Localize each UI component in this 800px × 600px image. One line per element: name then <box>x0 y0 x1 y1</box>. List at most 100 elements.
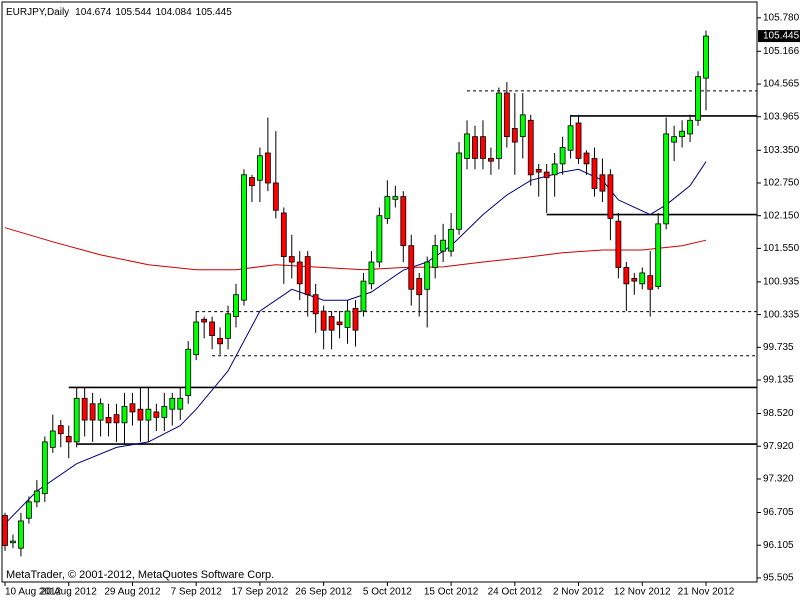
candle-body <box>209 321 216 337</box>
candle-body <box>424 261 431 290</box>
candle-body <box>65 436 72 443</box>
candle-body <box>376 215 383 263</box>
candle-body <box>97 403 104 421</box>
candle-body <box>591 158 598 189</box>
candle-body <box>551 163 558 176</box>
candle-body <box>113 414 120 424</box>
candle-body <box>225 313 231 339</box>
header-low: 104.084 <box>155 7 192 18</box>
candle-body <box>679 130 686 138</box>
candle-body <box>89 403 96 421</box>
x-tick-label: 7 Sep 2012 <box>171 587 223 598</box>
plot-area <box>2 30 757 557</box>
x-tick-label: 10 Aug 2012 <box>5 587 62 598</box>
candle-body <box>129 403 136 413</box>
candle-body <box>2 515 8 546</box>
chart-title: EURJPY,Daily <box>6 7 69 18</box>
candle-body <box>671 136 678 143</box>
y-tick-label: 101.550 <box>763 243 800 254</box>
candle-body <box>448 228 454 252</box>
candle-body <box>647 275 654 290</box>
candle-body <box>392 196 399 200</box>
candle-body <box>615 220 622 268</box>
candle-body <box>328 316 335 331</box>
candle-body <box>153 411 160 418</box>
candle-body <box>105 416 112 424</box>
candle-body <box>480 136 486 159</box>
x-tick-label: 15 Oct 2012 <box>424 587 479 598</box>
y-tick-label: 95.505 <box>763 573 794 584</box>
candle-body <box>687 119 693 135</box>
candle-body <box>49 430 56 448</box>
candle-body <box>193 321 200 356</box>
plot-frame <box>1 1 758 583</box>
header-high: 105.544 <box>115 7 152 18</box>
last-price-label: 105.445 <box>763 31 800 42</box>
y-tick-label: 99.135 <box>763 375 794 386</box>
chart-header: EURJPY,Daily 104.674 105.544 104.084 105.445 <box>6 7 232 18</box>
candle-body <box>264 152 271 184</box>
candle-body <box>599 174 606 192</box>
header-open: 104.674 <box>75 7 112 18</box>
candle-body <box>703 35 709 79</box>
y-tick-label: 96.705 <box>763 507 794 518</box>
candle-body <box>432 245 439 268</box>
footer-text: MetaTrader, © 2001-2012, MetaQuotes Soft… <box>6 569 274 581</box>
candle-body <box>631 277 638 282</box>
candle-body <box>177 397 184 410</box>
candle-body <box>472 136 478 159</box>
candle-body <box>241 174 247 301</box>
candle-body <box>543 171 550 178</box>
candle-body <box>233 294 239 317</box>
candle-body <box>639 272 646 285</box>
y-tick-label: 103.350 <box>763 145 800 156</box>
y-tick-label: 100.935 <box>763 277 800 288</box>
candle-body <box>400 196 407 247</box>
candle-body <box>559 147 566 165</box>
moving-average <box>4 227 707 271</box>
candle-body <box>464 133 470 159</box>
candle-body <box>304 256 311 296</box>
candle-body <box>249 177 255 187</box>
y-tick-label: 99.735 <box>763 342 794 353</box>
header-close: 105.445 <box>196 7 233 18</box>
candle-body <box>368 261 375 285</box>
candle-body <box>360 280 367 312</box>
y-tick-label: 105.780 <box>763 12 800 23</box>
x-tick-label: 2 Nov 2012 <box>553 587 605 598</box>
candle-body <box>607 174 614 219</box>
y-tick-label: 102.150 <box>763 210 800 221</box>
candle-body <box>663 133 670 225</box>
y-tick-label: 97.920 <box>763 441 794 452</box>
candle-body <box>217 337 223 345</box>
candle-body <box>161 406 168 418</box>
candle-body <box>583 152 590 165</box>
y-tick-label: 97.320 <box>763 474 794 485</box>
y-tick-label: 98.520 <box>763 408 794 419</box>
candle-body <box>81 397 88 421</box>
candle-body <box>185 348 192 396</box>
candle-body <box>519 114 526 138</box>
candle-body <box>10 540 16 544</box>
candle-body <box>456 152 462 230</box>
x-tick-label: 21 Nov 2012 <box>678 587 735 598</box>
candle-body <box>73 397 80 443</box>
candle-body <box>336 321 343 326</box>
candle-body <box>33 490 40 503</box>
x-tick-label: 5 Oct 2012 <box>363 587 412 598</box>
y-tick-label: 96.105 <box>763 540 794 551</box>
candle-body <box>312 294 319 315</box>
candle-body <box>296 261 303 285</box>
y-tick-label: 103.965 <box>763 111 800 122</box>
candle-body <box>695 76 701 121</box>
candle-body <box>280 212 287 257</box>
candle-body <box>201 318 208 323</box>
candle-body <box>257 155 263 181</box>
candle-body <box>495 92 502 159</box>
y-tick-label: 100.335 <box>763 309 800 320</box>
candle-body <box>655 223 662 287</box>
candle-body <box>121 406 128 424</box>
candle-body <box>352 307 359 331</box>
y-tick-label: 102.750 <box>763 178 800 189</box>
